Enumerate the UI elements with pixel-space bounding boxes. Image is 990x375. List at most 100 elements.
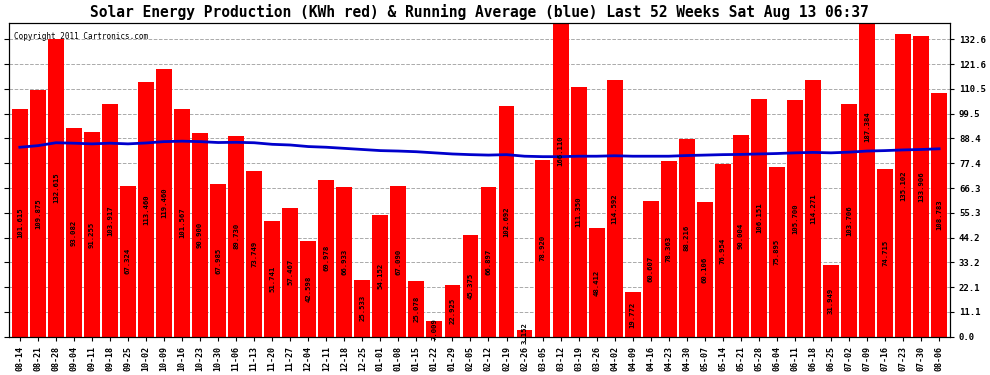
Bar (354, 279, 370, 337)
Text: 3.152: 3.152 (522, 322, 528, 344)
Text: 60.106: 60.106 (702, 256, 708, 282)
Bar (535, 160, 550, 337)
Text: 25.533: 25.533 (359, 295, 365, 321)
Text: 101.567: 101.567 (179, 208, 185, 238)
Bar (462, 235, 478, 337)
Bar (769, 166, 785, 337)
Text: 90.900: 90.900 (197, 222, 203, 248)
Bar (697, 202, 713, 337)
Bar (625, 292, 641, 337)
Bar (480, 187, 496, 337)
Title: Solar Energy Production (KWh red) & Running Average (blue) Last 52 Weeks Sat Aug: Solar Energy Production (KWh red) & Runn… (90, 4, 869, 20)
Text: 103.917: 103.917 (107, 205, 113, 236)
Text: 60.607: 60.607 (647, 256, 653, 282)
Text: 106.151: 106.151 (756, 202, 762, 233)
Bar (499, 106, 515, 337)
Bar (372, 215, 388, 337)
Text: 66.933: 66.933 (342, 249, 347, 275)
Bar (264, 221, 280, 337)
Bar (12, 109, 28, 337)
Bar (643, 201, 658, 337)
Text: 73.749: 73.749 (251, 241, 257, 267)
Text: 111.350: 111.350 (575, 196, 581, 227)
Text: 119.460: 119.460 (161, 188, 167, 218)
Text: 132.615: 132.615 (52, 173, 58, 203)
Bar (174, 109, 190, 337)
Bar (895, 34, 911, 337)
Bar (210, 184, 226, 337)
Text: 25.078: 25.078 (414, 296, 420, 322)
Bar (913, 36, 929, 337)
Bar (390, 186, 406, 337)
Text: 133.906: 133.906 (918, 171, 924, 202)
Text: 31.949: 31.949 (828, 288, 834, 314)
Bar (679, 139, 695, 337)
Text: 103.706: 103.706 (846, 205, 852, 236)
Bar (517, 330, 533, 337)
Bar (409, 280, 425, 337)
Bar (751, 99, 767, 337)
Bar (859, 0, 875, 337)
Bar (192, 133, 208, 337)
Text: 66.897: 66.897 (485, 249, 491, 275)
Bar (156, 69, 172, 337)
Text: Copyright 2011 Cartronics.com: Copyright 2011 Cartronics.com (14, 32, 148, 41)
Text: 113.460: 113.460 (143, 194, 149, 225)
Text: 101.615: 101.615 (17, 207, 23, 238)
Text: 67.324: 67.324 (125, 248, 131, 274)
Bar (715, 164, 731, 337)
Text: 114.271: 114.271 (810, 193, 816, 224)
Text: 93.082: 93.082 (71, 219, 77, 246)
Text: 54.152: 54.152 (377, 263, 383, 289)
Bar (589, 228, 605, 337)
Text: 114.592: 114.592 (612, 193, 618, 224)
Bar (823, 265, 839, 337)
Bar (138, 82, 154, 337)
Bar (552, 0, 568, 337)
Text: 45.375: 45.375 (467, 273, 473, 299)
Bar (733, 135, 748, 337)
Bar (66, 128, 82, 337)
Bar (247, 171, 262, 337)
Bar (84, 132, 100, 337)
Text: 90.004: 90.004 (738, 223, 743, 249)
Text: 7.009: 7.009 (432, 318, 438, 340)
Text: 75.895: 75.895 (774, 238, 780, 265)
Text: 135.102: 135.102 (900, 170, 906, 201)
Bar (300, 241, 316, 337)
Text: 78.363: 78.363 (665, 236, 672, 262)
Bar (445, 285, 460, 337)
Bar (120, 186, 136, 337)
Text: 22.925: 22.925 (449, 298, 455, 324)
Bar (932, 93, 947, 337)
Text: 48.412: 48.412 (594, 269, 600, 296)
Text: 51.741: 51.741 (269, 266, 275, 292)
Bar (607, 80, 623, 337)
Bar (48, 39, 63, 337)
Bar (319, 180, 335, 337)
Bar (229, 135, 245, 337)
Text: 102.692: 102.692 (504, 206, 510, 237)
Text: 67.090: 67.090 (395, 248, 401, 274)
Bar (787, 100, 803, 337)
Bar (805, 81, 821, 337)
Bar (842, 104, 857, 337)
Text: 187.384: 187.384 (864, 111, 870, 142)
Bar (282, 208, 298, 337)
Bar (570, 87, 586, 337)
Text: 76.954: 76.954 (720, 237, 726, 264)
Text: 19.772: 19.772 (630, 302, 636, 328)
Text: 57.467: 57.467 (287, 259, 293, 285)
Bar (337, 187, 352, 337)
Text: 67.985: 67.985 (215, 248, 221, 274)
Bar (877, 169, 893, 337)
Text: 42.598: 42.598 (305, 276, 311, 302)
Text: 74.715: 74.715 (882, 240, 888, 266)
Bar (660, 161, 677, 337)
Bar (427, 321, 443, 337)
Text: 108.783: 108.783 (937, 200, 942, 230)
Text: 69.978: 69.978 (324, 245, 330, 272)
Text: 88.216: 88.216 (684, 225, 690, 251)
Text: 89.730: 89.730 (233, 223, 240, 249)
Text: 166.110: 166.110 (557, 135, 563, 166)
